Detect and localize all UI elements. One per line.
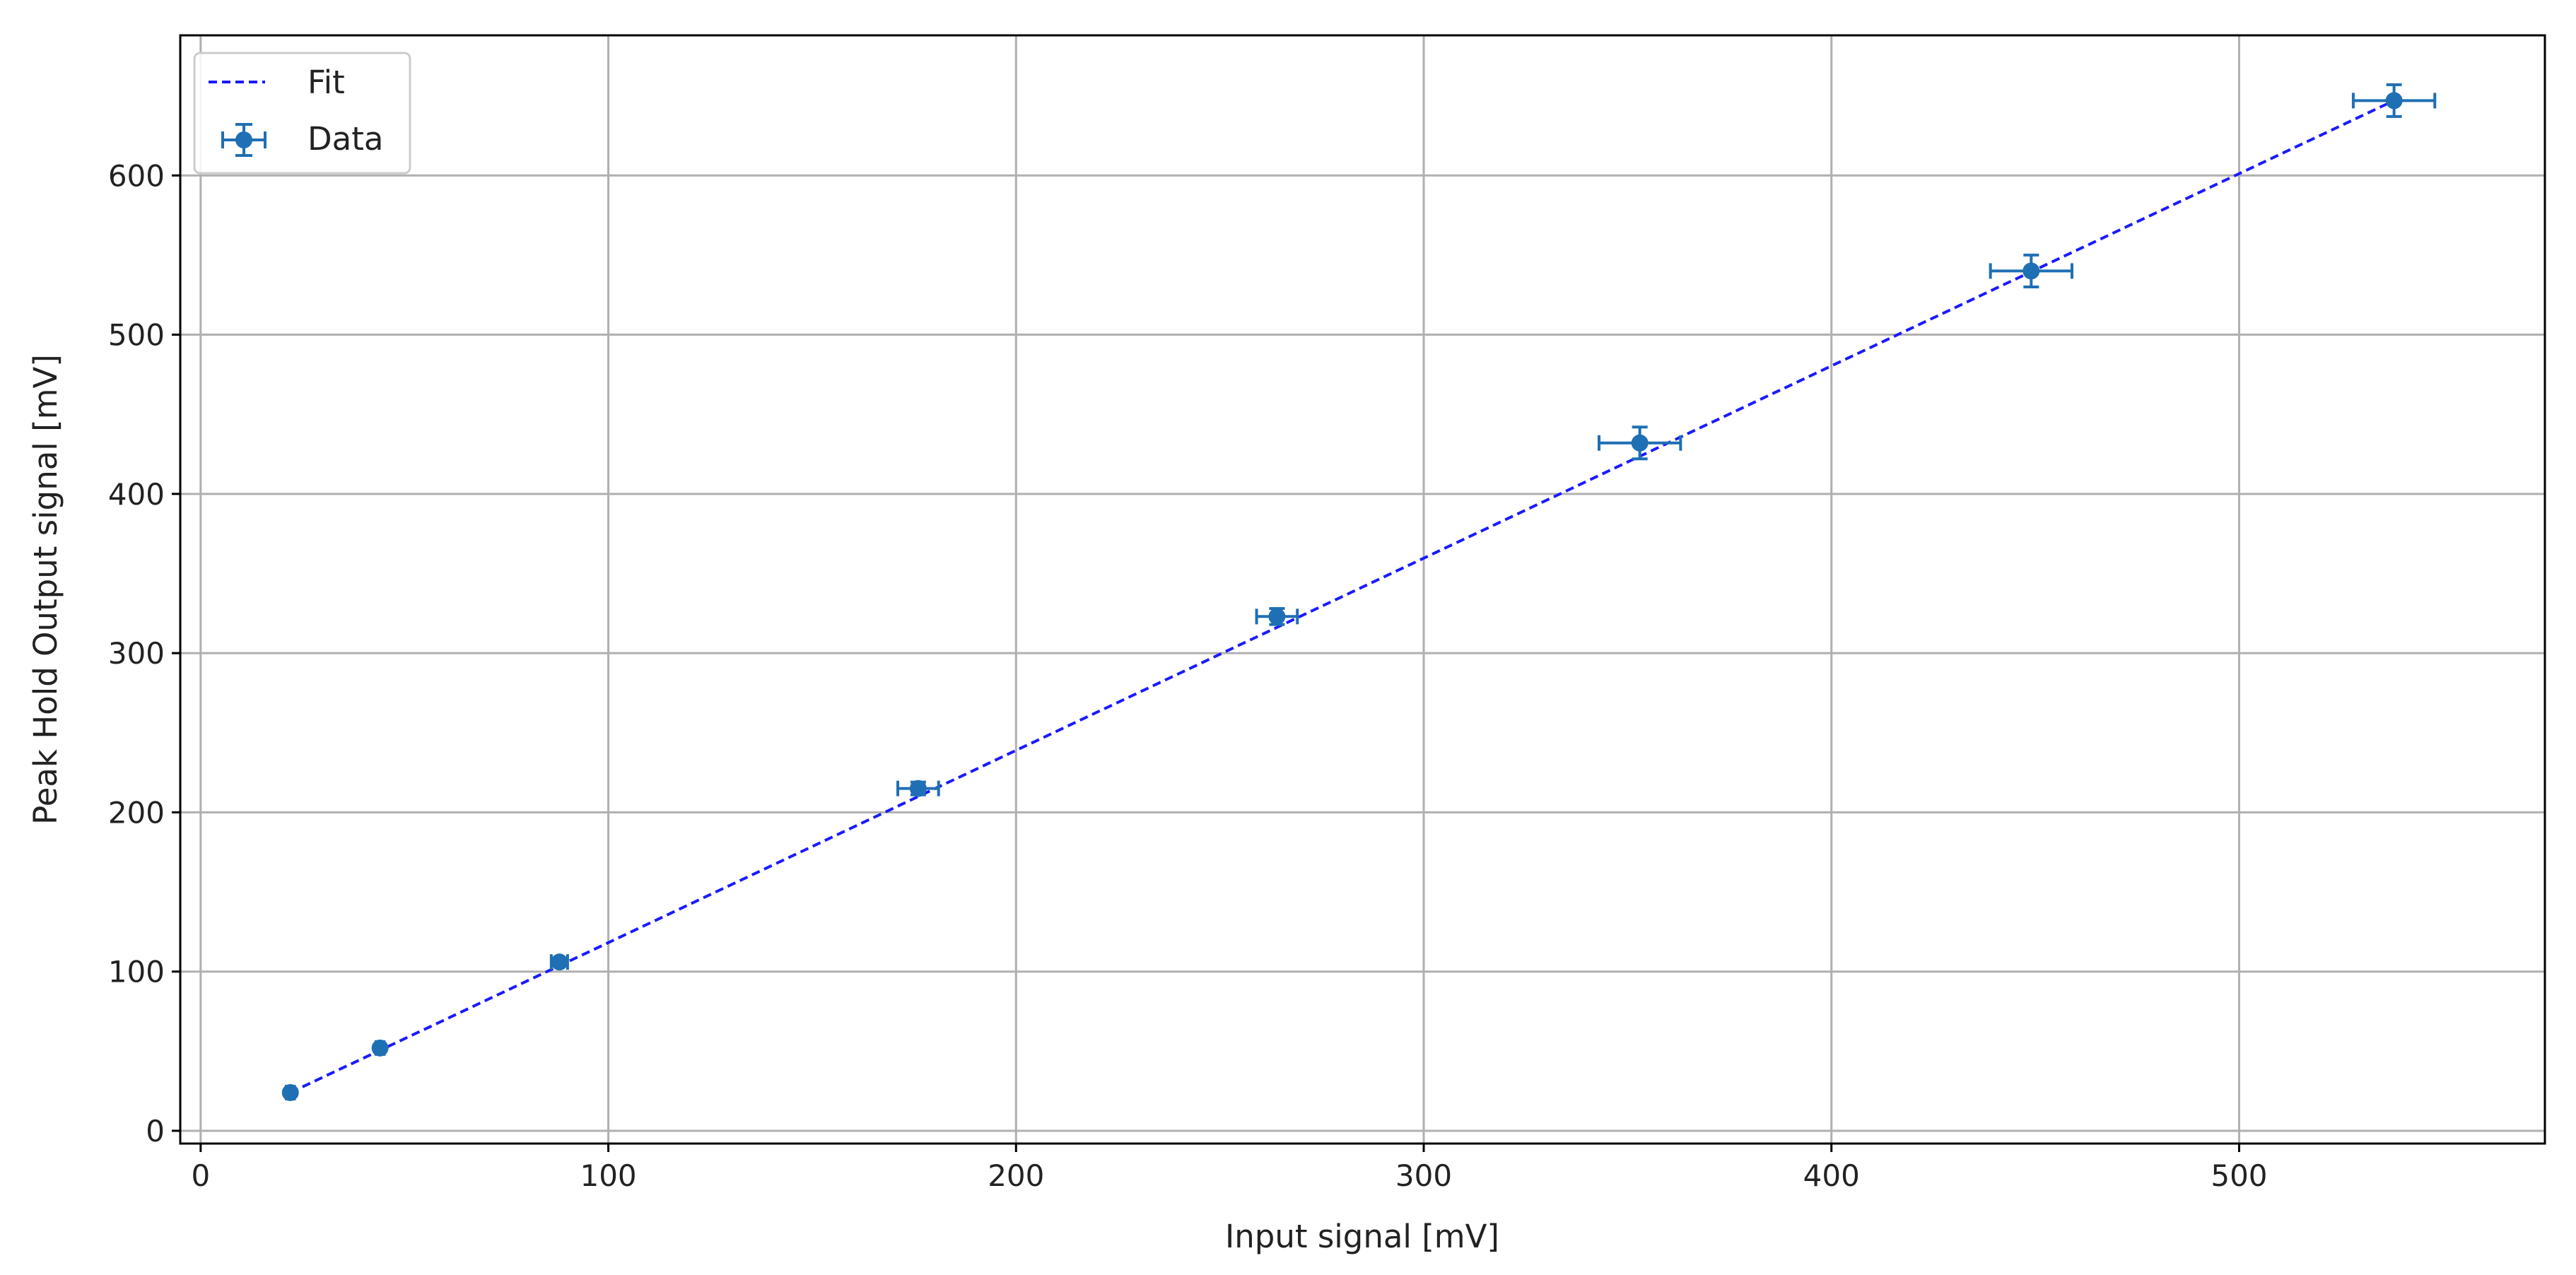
data-point	[1255, 607, 1299, 626]
axis-ticks: 0 100 200 300 400 500 0 100 200 300 400 500 600	[108, 158, 2268, 1193]
x-tick-label: 100	[580, 1158, 636, 1193]
data-marker	[551, 953, 568, 971]
data-marker	[2022, 262, 2040, 280]
data-point	[896, 780, 940, 797]
y-tick-label: 600	[108, 158, 165, 193]
y-tick-label: 0	[146, 1114, 165, 1148]
data-point	[1989, 253, 2073, 288]
data-point	[549, 953, 569, 971]
legend-data-swatch	[221, 123, 267, 157]
fit-line	[289, 99, 2395, 1094]
data-point	[2351, 83, 2437, 118]
x-tick-label: 0	[191, 1158, 210, 1193]
data-marker	[1268, 608, 1286, 625]
data-point	[371, 1039, 389, 1057]
x-tick-label: 500	[2211, 1158, 2267, 1193]
legend-data-label: Data	[308, 120, 383, 158]
data-marker	[281, 1083, 299, 1101]
y-axis-label: Peak Hold Output signal [mV]	[27, 354, 64, 825]
legend-fit-label: Fit	[308, 64, 345, 101]
y-tick-label: 200	[108, 795, 165, 830]
x-tick-label: 300	[1395, 1158, 1452, 1193]
x-axis-label: Input signal [mV]	[1225, 1218, 1499, 1255]
x-tick-label: 400	[1803, 1158, 1860, 1193]
data-point	[1598, 425, 1682, 461]
y-tick-label: 500	[108, 318, 165, 353]
data-point	[281, 1083, 299, 1101]
data-points-layer	[281, 83, 2437, 1101]
fit-line-layer	[289, 99, 2395, 1094]
grid	[180, 35, 2545, 1144]
x-tick-label: 200	[988, 1158, 1044, 1193]
plot-frame	[179, 34, 2546, 1145]
legend: Fit Data	[193, 52, 411, 175]
data-marker	[2385, 92, 2403, 110]
data-marker	[371, 1039, 389, 1057]
y-tick-label: 100	[108, 955, 165, 989]
y-tick-label: 400	[108, 477, 165, 512]
data-marker	[1631, 434, 1649, 452]
data-marker	[909, 780, 927, 797]
y-tick-label: 300	[108, 636, 165, 671]
